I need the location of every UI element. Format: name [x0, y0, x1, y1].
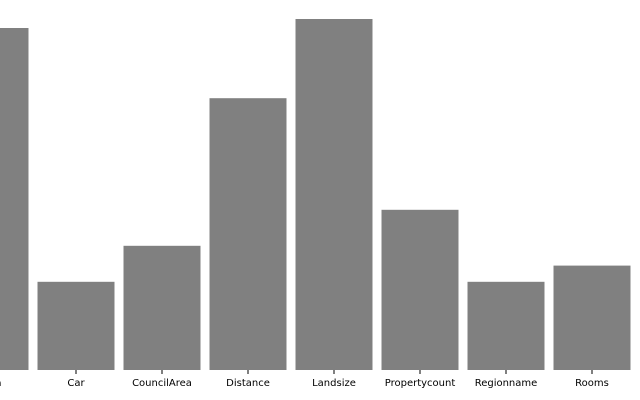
x-tick-label-car: Car	[67, 378, 85, 389]
bar-regionname	[467, 281, 545, 370]
x-tick-label-rooms: Rooms	[575, 378, 609, 389]
x-tick-label-councilarea: CouncilArea	[132, 378, 192, 389]
bar-councilarea	[123, 245, 201, 370]
x-axis-ticks: Area Car CouncilArea Distance Landsize Proper…	[0, 370, 609, 389]
x-tick-label-area: Area	[0, 378, 2, 389]
bar-area	[0, 28, 29, 370]
bar-landsize	[295, 19, 373, 370]
x-tick-label-landsize: Landsize	[312, 378, 356, 389]
x-tick-label-propertycount: Propertycount	[385, 378, 456, 389]
bar-rooms	[553, 265, 631, 370]
bars-group	[0, 19, 631, 370]
bar-car	[37, 281, 115, 370]
bar-distance	[209, 98, 287, 370]
x-tick-label-regionname: Regionname	[475, 378, 538, 389]
bar-propertycount	[381, 209, 459, 370]
x-tick-label-distance: Distance	[226, 378, 270, 389]
